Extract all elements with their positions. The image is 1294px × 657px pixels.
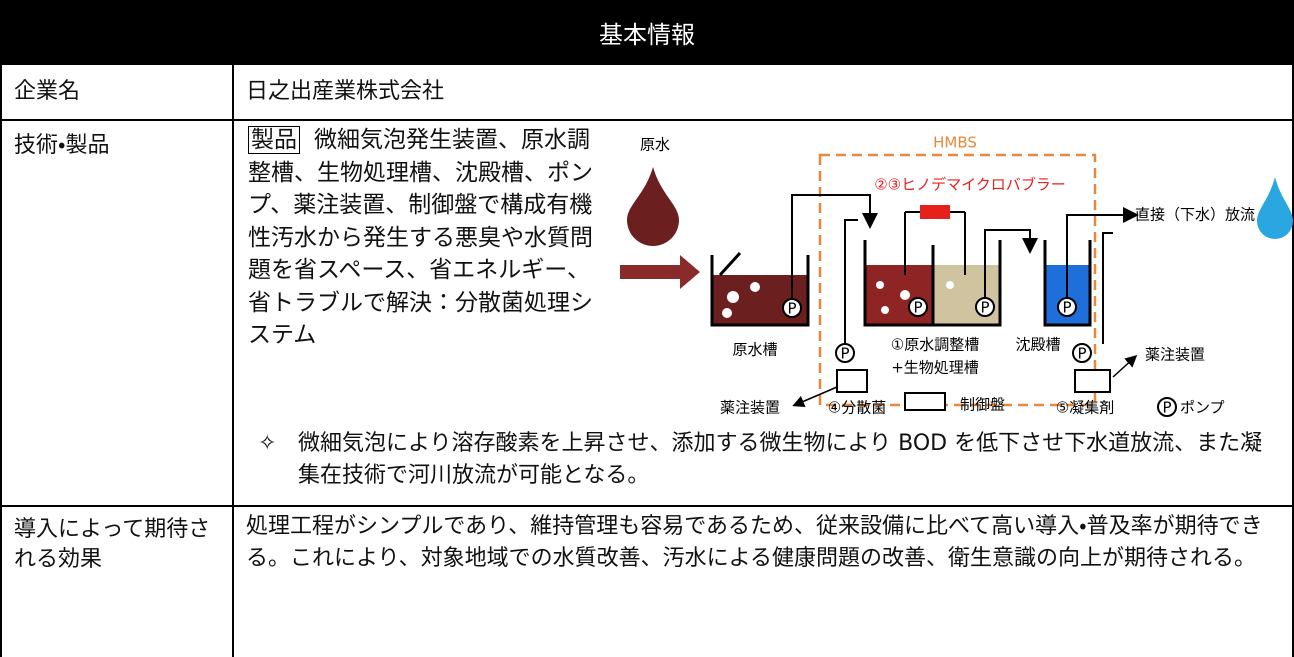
callout [1112,354,1138,378]
raw-water-label: 原水 [640,136,670,154]
system-label: HMBS [933,134,977,152]
dosing-right-label: 薬注装置 [1145,346,1205,364]
pump-symbol: P [840,345,849,363]
label-cell: 技術・製品 [0,119,234,507]
raw-tank [710,255,810,327]
pump-symbol: P [1062,299,1071,317]
control-panel-label: 制御盤 [960,396,1005,414]
value-cell: 日之出産業株式会社 [232,65,1294,121]
value-cell [232,119,1294,507]
bubble [876,281,884,289]
flow-line [791,194,878,299]
value-cell: 処理工程がシンプルであり、維持管理も容易であるため、従来設備に比べて高い導入・普… [232,505,1294,657]
row-label: 導入によって期待される効果 [14,517,211,572]
bubble [946,281,954,289]
flow-line [984,229,1038,298]
pump-symbol: P [980,299,989,317]
coagulant-label: ⑤凝集剤 [1056,399,1114,417]
pump-symbol: P [1162,399,1171,417]
bacteria-label: ④分散菌 [828,399,886,417]
note-text: 微細気泡により溶存酸素を上昇させ、添加する微生物により BOD を低下させ下水道… [298,431,1263,488]
pump-symbol: P [787,300,796,318]
bubbler-label: ②③ヒノデマイクロバブラー [874,176,1066,194]
treatment-tank [863,240,1002,327]
coagulant-tank [1074,369,1111,393]
screen [718,251,742,277]
control-panel-icon [904,392,946,411]
discharge-label: 直接（下水）放流 [1135,206,1255,224]
bubbler-pipe [904,211,966,275]
description-text: 微細気泡発生装置、原水調整槽、生物処理槽、沈殿槽、ポンプ、薬注装置、制御盤で構成… [248,127,593,348]
flow-line [1066,207,1139,298]
bullet-symbol: ✧ [258,431,277,456]
product-description: 製品 微細気泡発生装置、原水調整槽、生物処理槽、沈殿槽、ポンプ、薬注装置、制御盤で… [248,124,593,352]
bacteria-tank [836,369,868,393]
settling-tank [1043,240,1092,327]
row-label: 企業名 [14,79,81,104]
dosing-line [844,219,858,344]
effects-text: 処理工程がシンプルであり、維持管理も容易であるため、従来設備に比べて高い導入・普… [246,514,1263,571]
pump-icon [1157,397,1177,417]
process-diagram: HMBS 原水 P 原水槽 P P ②③ヒノデマイクロバブラー ①原水調整槽 +… [620,134,1293,417]
pump-icon [1072,343,1092,363]
clean-water-drop [1257,177,1293,239]
inflow-arrow [620,255,700,289]
adjust-tank-water [865,265,933,325]
table-header: 基本情報 [0,0,1294,65]
label-cell: 企業名 [0,65,234,121]
bubbler-unit [920,205,950,219]
row-label: 技術・製品 [14,133,110,158]
adjust-tank-label: ①原水調整槽 [891,336,979,354]
product-tag: 製品 [248,126,300,154]
pump-label: ポンプ [1180,399,1225,417]
hmbs-boundary [818,153,1097,407]
header-title: 基本情報 [599,21,695,49]
settling-label: 沈殿槽 [1015,336,1060,354]
raw-tank-label: 原水槽 [732,341,777,359]
bubble [881,306,889,314]
bio-tank-water [933,265,1000,325]
label-cell: 導入によって期待される効果 [0,505,234,657]
bullet-note: ✧ 微細気泡により溶存酸素を上昇させ、添加する微生物により BOD を低下させ下水… [250,428,1280,492]
bubble [727,291,739,303]
company-name: 日之出産業株式会社 [246,79,445,104]
bio-tank-label: +生物処理槽 [891,359,979,377]
pump-symbol: P [1077,345,1086,363]
pump-icon [908,297,928,317]
dosing-line [1102,232,1113,344]
bubble [900,290,910,300]
bubble [722,308,732,318]
raw-water-drop [627,167,679,246]
bubble [750,282,760,292]
pump-symbol: P [913,299,922,317]
callout [792,386,838,407]
dosing-left-label: 薬注装置 [720,399,780,417]
